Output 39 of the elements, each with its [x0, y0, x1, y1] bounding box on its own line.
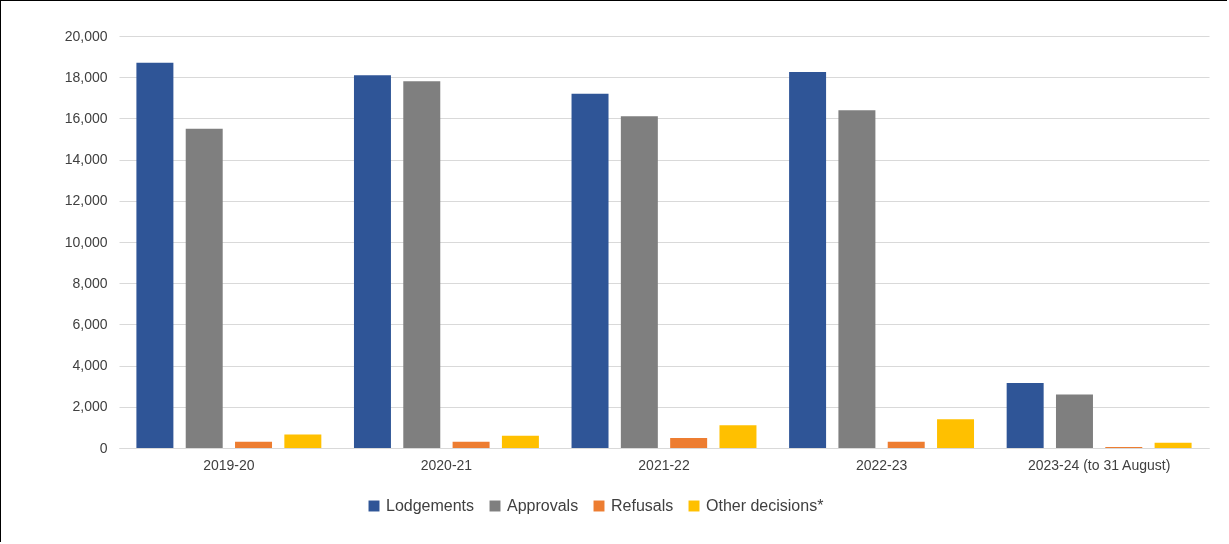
y-tick-label: 14,000 — [64, 151, 108, 168]
bar — [670, 438, 708, 448]
y-tick-label: 12,000 — [64, 192, 108, 209]
bar — [403, 81, 441, 448]
y-tick-label: 16,000 — [64, 109, 108, 126]
y-tick-label: 10,000 — [64, 233, 108, 250]
y-tick-label: 8,000 — [72, 274, 108, 291]
bar — [136, 62, 174, 448]
x-tick-label: 2020-21 — [420, 456, 473, 473]
x-tick-label: 2021-22 — [638, 456, 690, 473]
bar — [501, 435, 539, 448]
bar — [353, 75, 391, 448]
legend-label: Other decisions* — [706, 497, 824, 514]
y-tick-label: 4,000 — [72, 357, 108, 374]
bar — [838, 110, 876, 448]
bar — [789, 72, 827, 448]
x-tick-label: 2022-23 — [855, 456, 908, 473]
bar — [1154, 442, 1192, 448]
legend-label: Lodgements — [386, 497, 475, 514]
bar — [887, 441, 925, 448]
bar — [185, 128, 223, 448]
y-tick-label: 6,000 — [72, 315, 108, 332]
y-tick-label: 20,000 — [64, 27, 108, 44]
y-tick-label: 18,000 — [64, 68, 108, 85]
legend-label: Refusals — [611, 497, 674, 514]
y-tick-label: 2,000 — [72, 398, 108, 415]
bar — [620, 116, 658, 448]
x-tick-label: 2019-20 — [203, 456, 255, 473]
bar — [1006, 383, 1044, 448]
bar — [719, 425, 757, 448]
bar — [1055, 394, 1093, 448]
bar — [937, 419, 975, 448]
y-tick-label: 0 — [99, 439, 108, 456]
bar — [571, 93, 609, 448]
bar — [284, 434, 322, 448]
bar — [235, 441, 273, 448]
bar — [452, 441, 490, 448]
legend-label: Approvals — [507, 497, 579, 514]
x-tick-label: 2023-24 (to 31 August) — [1027, 456, 1171, 473]
